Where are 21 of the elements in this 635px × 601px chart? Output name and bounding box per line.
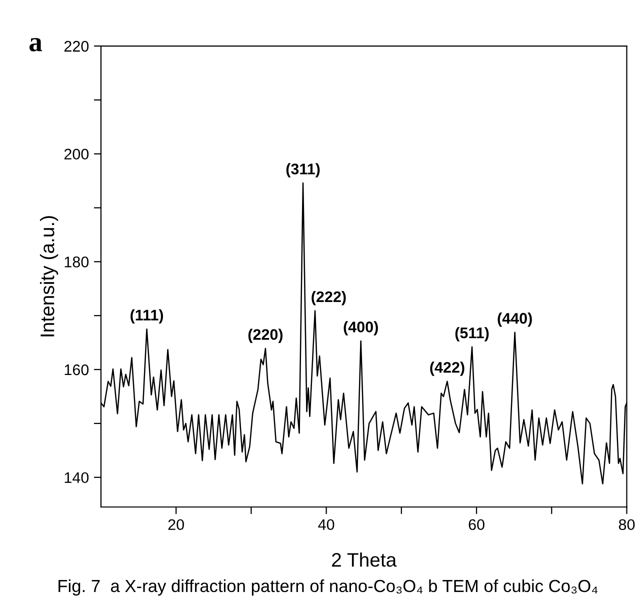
y-tick-label: 180 — [64, 256, 89, 268]
annotation: (111) — [130, 309, 164, 324]
annotation: (222) — [312, 290, 346, 306]
annotation: (511) — [455, 327, 489, 342]
annotation: (311) — [286, 163, 320, 178]
annotation: (440) — [498, 312, 532, 327]
y-tick-label: 200 — [64, 148, 89, 160]
x-axis-title: 2 Theta — [332, 552, 397, 567]
caption: Fig. 7 a X-ray diffraction pattern of nano-Co₃O₄ b TEM of cubic Co₃O₄ — [58, 579, 598, 596]
x-tick-label: 60 — [468, 519, 484, 530]
annotation: (422) — [430, 362, 464, 376]
annotation: (220) — [248, 328, 283, 343]
text: a — [29, 38, 42, 52]
y-tick-label: 220 — [64, 40, 89, 52]
y-tick-label: 140 — [64, 472, 89, 484]
x-tick-label: 40 — [318, 519, 334, 530]
x-tick-label: 20 — [168, 519, 184, 530]
annotation: (400) — [344, 321, 378, 336]
x-tick-label: 80 — [618, 519, 635, 530]
y-axis-title: Intensity (a.u.) — [40, 216, 58, 336]
y-tick-label: 160 — [64, 364, 89, 376]
